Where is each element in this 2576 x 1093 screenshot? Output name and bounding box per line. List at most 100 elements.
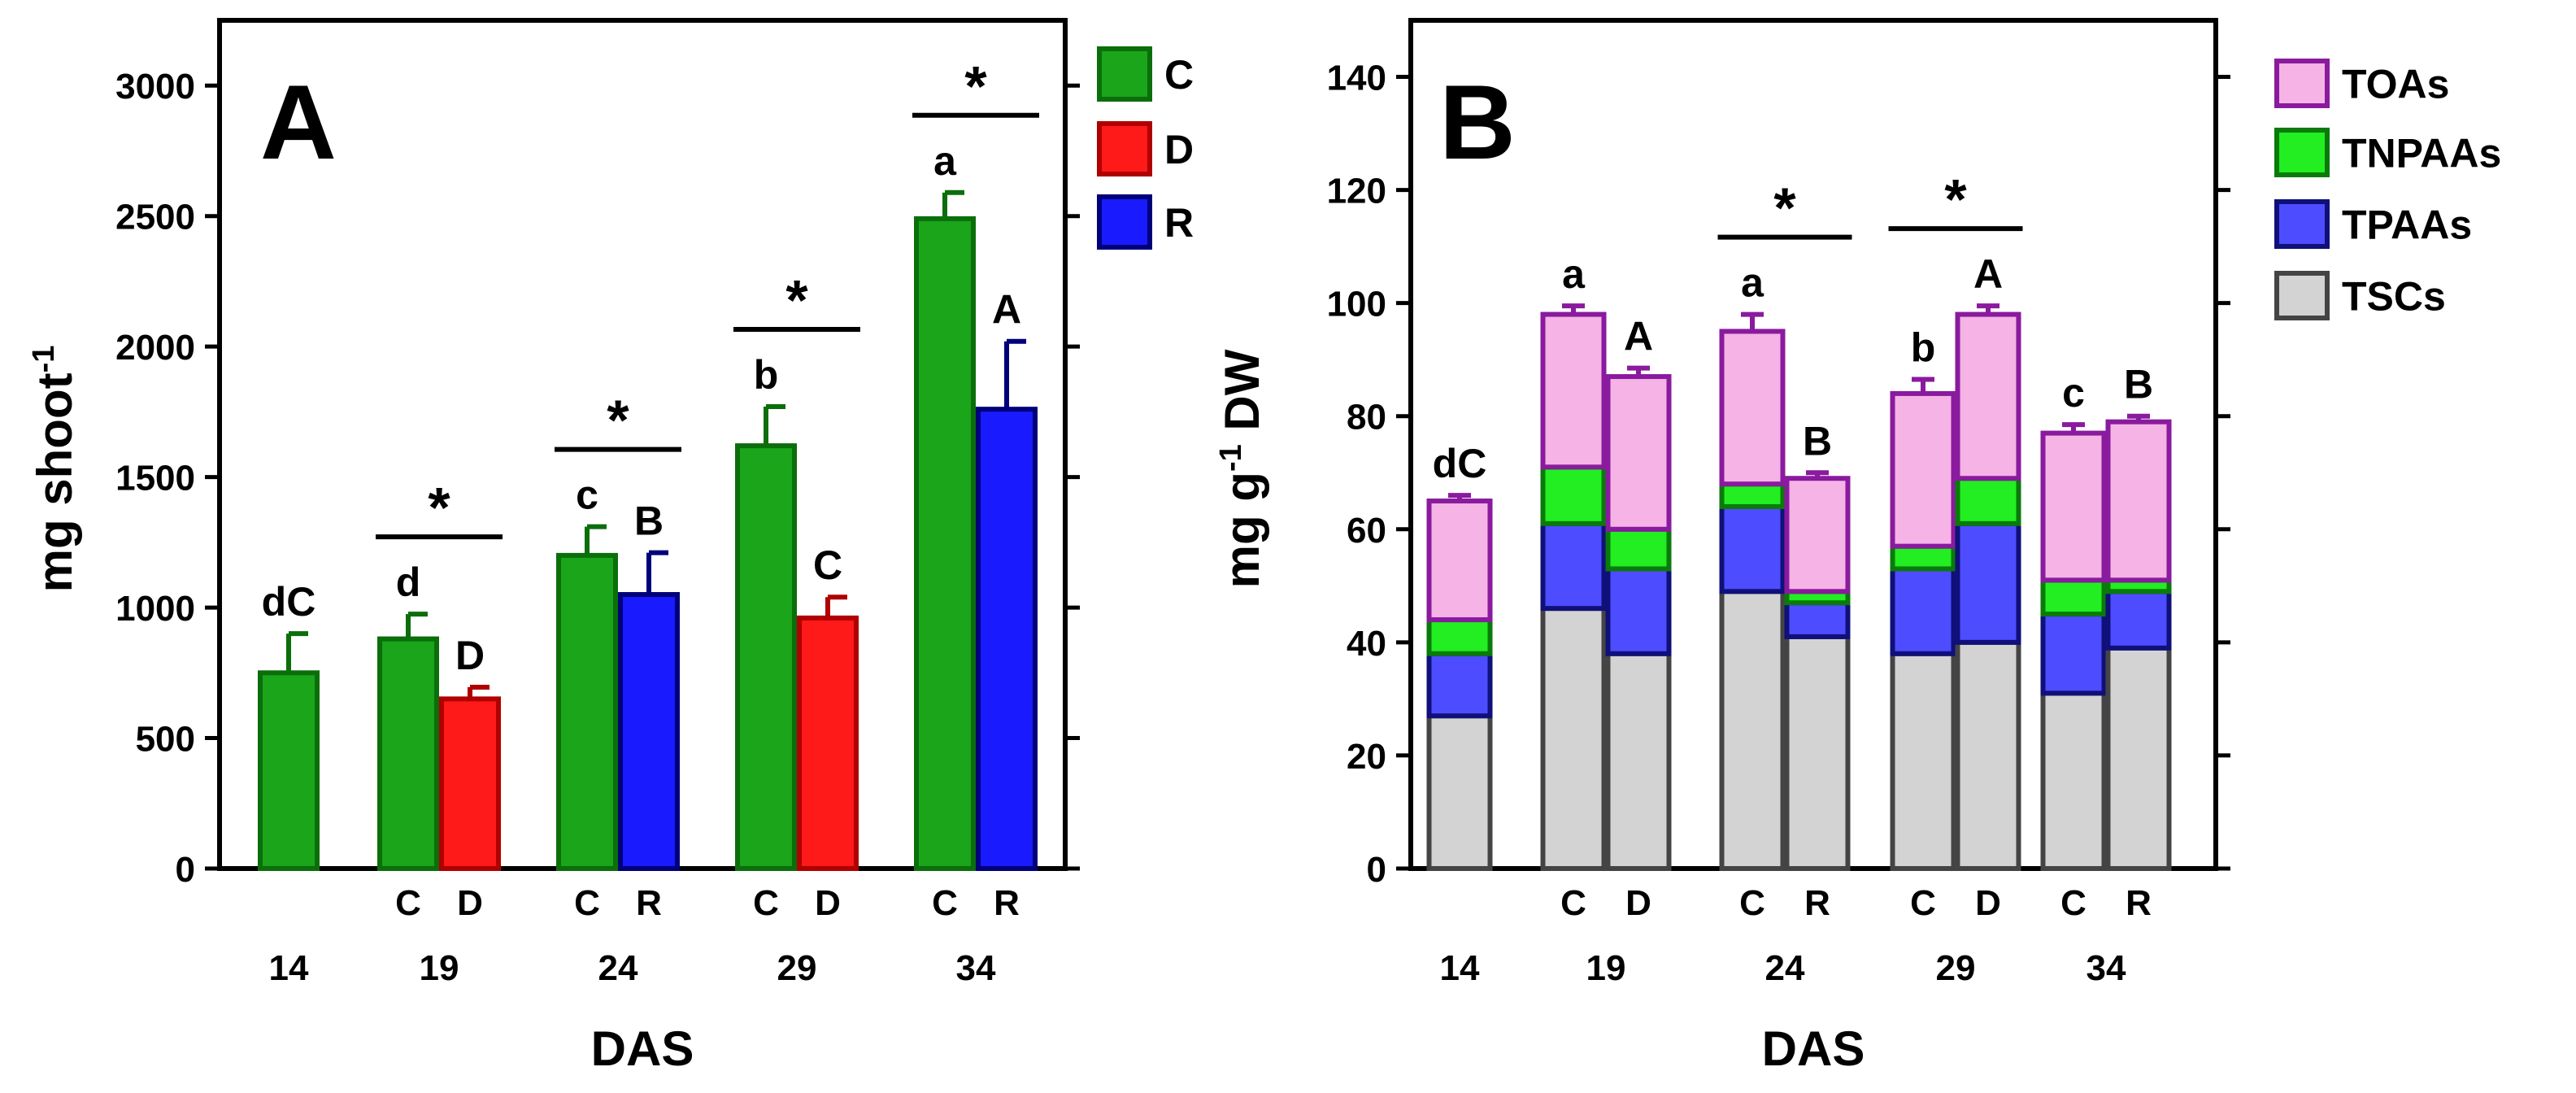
segment-TNPAAs <box>1605 526 1672 572</box>
legend-label-TNPAAs: TNPAAs <box>2342 131 2501 176</box>
segment-TPAAs <box>1605 566 1672 656</box>
y-tick-label: 500 <box>136 720 195 760</box>
segment-TSCs <box>1955 639 2021 871</box>
treatment-label: C <box>395 883 421 923</box>
panel-label: A <box>260 63 337 181</box>
y-tick-label: 40 <box>1347 624 1386 664</box>
das-label: 34 <box>956 948 996 988</box>
treatment-label: D <box>815 883 841 923</box>
y-tick-label: 1500 <box>115 459 195 499</box>
das-label: 14 <box>269 948 309 988</box>
x-axis-title: DAS <box>591 1021 694 1076</box>
segment-TNPAAs <box>1719 481 1786 509</box>
x-axis-title: DAS <box>1762 1021 1865 1076</box>
significance-letter: c <box>2062 370 2085 416</box>
treatment-label: D <box>1625 883 1651 923</box>
y-axis-title-main: mg g <box>1215 472 1269 588</box>
das-label: 14 <box>1440 948 1480 988</box>
segment-TPAAs <box>1426 651 1493 719</box>
treatment-label: C <box>932 883 958 923</box>
segment-TOAs <box>1890 390 1956 549</box>
segment-TNPAAs <box>2040 577 2107 617</box>
treatment-label: C <box>2060 883 2086 923</box>
segment-TSCs <box>1719 589 1786 872</box>
legend-swatch-TOAs <box>2274 59 2330 108</box>
segment-TNPAAs <box>1426 617 1493 656</box>
treatment-label: R <box>994 883 1020 923</box>
significance-star: * <box>1944 168 1967 231</box>
segment-TSCs <box>1605 651 1672 871</box>
bar-C <box>258 670 320 871</box>
significance-letter: b <box>1911 325 1936 371</box>
segment-TOAs <box>1719 329 1786 487</box>
significance-letter: D <box>455 633 485 678</box>
das-label: 34 <box>2086 948 2126 988</box>
y-tick-label: 3000 <box>115 67 195 107</box>
significance-letter: dC <box>1433 441 1487 486</box>
significance-star: * <box>428 476 450 539</box>
panel-label: B <box>1439 63 1516 181</box>
significance-star: * <box>607 389 629 452</box>
bar-D <box>797 615 859 871</box>
segment-TSCs <box>1426 713 1493 872</box>
significance-letter: B <box>634 499 664 544</box>
legend-swatch-R <box>1097 194 1152 250</box>
significance-letter: A <box>1973 251 2003 297</box>
bar-C <box>735 443 797 871</box>
segment-TOAs <box>1784 476 1851 594</box>
significance-letter: a <box>933 138 957 184</box>
treatment-label: D <box>457 883 483 923</box>
segment-TPAAs <box>1540 520 1607 612</box>
significance-letter: A <box>992 287 1021 333</box>
panel-a-chart: 0 500 1000 1500 2000 2500 3000 mg shoot-1 DAS A 14… <box>27 18 1194 1076</box>
legend-label-TPAAs: TPAAs <box>2342 202 2472 248</box>
y-tick-label: 100 <box>1327 285 1386 324</box>
y-tick-label: 120 <box>1327 172 1386 211</box>
y-axis-title-main: mg shoot <box>28 372 82 592</box>
segment-TSCs <box>2105 645 2172 871</box>
significance-letter: A <box>1624 314 1653 359</box>
y-axis-title: mg g-1 DW <box>1214 349 1269 588</box>
segment-TNPAAs <box>1890 543 1956 572</box>
significance-star: * <box>785 268 808 332</box>
segment-TOAs <box>2105 419 2172 583</box>
legend-label-TSCs: TSCs <box>2342 274 2446 320</box>
das-label: 19 <box>1586 948 1626 988</box>
das-label: 29 <box>777 948 817 988</box>
y-tick-label: 2000 <box>115 328 195 368</box>
treatment-label: C <box>1910 883 1936 923</box>
significance-star: * <box>1773 176 1796 240</box>
segment-TOAs <box>1605 374 1672 532</box>
segment-TOAs <box>1540 311 1607 470</box>
significance-letter: B <box>2124 362 2153 407</box>
das-label: 24 <box>1765 948 1805 988</box>
y-axis-title: mg shoot-1 <box>27 346 82 593</box>
legend-label-TOAs: TOAs <box>2342 62 2449 107</box>
bar-C <box>377 636 439 871</box>
significance-letter: C <box>813 542 842 588</box>
treatment-label: C <box>1560 883 1586 923</box>
y-axis-title-tail: DW <box>1215 349 1269 444</box>
y-tick-label: 2500 <box>115 198 195 237</box>
y-tick-label: 0 <box>1367 850 1386 890</box>
segment-TPAAs <box>2105 589 2172 651</box>
treatment-label: R <box>636 883 662 923</box>
segment-TNPAAs <box>1540 464 1607 526</box>
y-tick-label: 20 <box>1347 737 1386 777</box>
significance-star: * <box>964 54 987 118</box>
significance-letter: a <box>1741 260 1764 306</box>
das-label: 29 <box>1936 948 1976 988</box>
y-tick-label: 0 <box>176 850 195 890</box>
significance-letter: d <box>396 560 421 605</box>
treatment-label: C <box>753 883 779 923</box>
das-label: 24 <box>598 948 638 988</box>
legend-swatch-TNPAAs <box>2274 128 2330 177</box>
y-tick-label: 80 <box>1347 398 1386 438</box>
segment-TSCs <box>2040 690 2107 871</box>
significance-letter: b <box>754 352 779 398</box>
segment-TSCs <box>1540 606 1607 871</box>
legend-swatch-D <box>1097 121 1152 176</box>
bar-C <box>914 216 976 871</box>
